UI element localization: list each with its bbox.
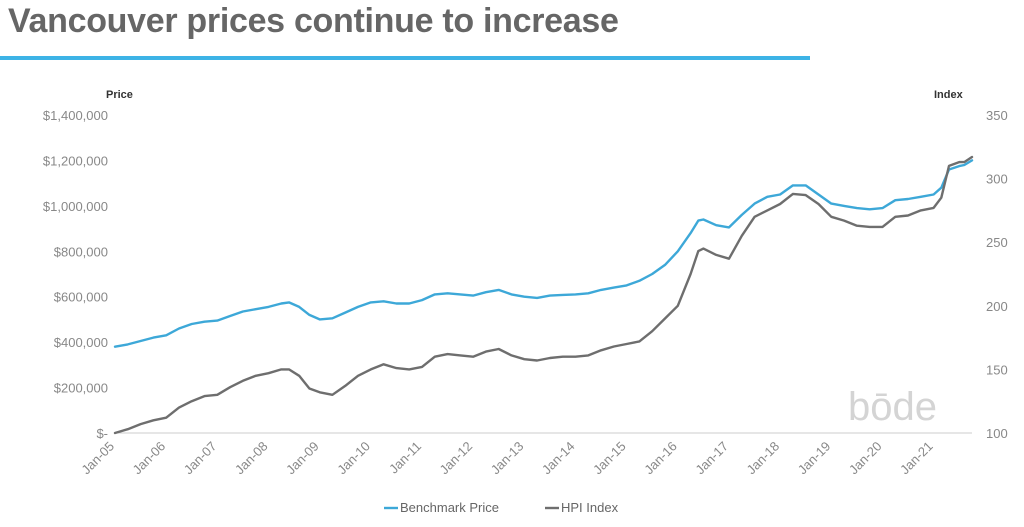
left-tick-label: $600,000: [54, 290, 108, 305]
x-tick-label: Jan-07: [181, 439, 220, 478]
right-axis-ticks: 100 150 200 250 300 350: [986, 108, 1008, 441]
left-tick-label: $1,400,000: [43, 108, 108, 123]
title-underline: [0, 56, 810, 60]
left-axis-title: Price: [106, 89, 133, 101]
x-tick-label: Jan-15: [590, 439, 629, 478]
legend-label: Benchmark Price: [400, 500, 499, 515]
series-lines: [113, 155, 974, 435]
left-tick-label: $200,000: [54, 381, 108, 396]
legend: Benchmark Price HPI Index: [384, 500, 619, 515]
left-tick-label: $800,000: [54, 244, 108, 259]
x-tick-label: Jan-06: [130, 439, 169, 478]
right-tick-label: 350: [986, 108, 1008, 123]
x-tick-label: Jan-12: [437, 439, 476, 478]
x-axis-ticks: Jan-05 Jan-06 Jan-07 Jan-08 Jan-09 Jan-10 Jan-…: [78, 439, 935, 478]
left-axis-ticks: $- $200,000 $400,000 $600,000 $800,000 $1,000…: [43, 108, 108, 441]
x-tick-label: Jan-20: [846, 439, 885, 478]
x-tick-label: Jan-11: [386, 439, 424, 477]
x-tick-label: Jan-18: [744, 439, 783, 478]
right-tick-label: 300: [986, 172, 1008, 187]
x-tick-label: Jan-21: [897, 439, 936, 478]
page-title: Vancouver prices continue to increase: [8, 2, 619, 40]
x-tick-label: Jan-17: [692, 439, 731, 478]
x-tick-label: Jan-05: [78, 439, 117, 478]
x-tick-label: Jan-14: [539, 439, 578, 478]
right-tick-label: 150: [986, 362, 1008, 377]
left-tick-label: $-: [96, 426, 108, 441]
legend-label: HPI Index: [561, 500, 619, 515]
right-tick-label: 100: [986, 426, 1008, 441]
x-tick-label: Jan-10: [334, 439, 373, 478]
right-tick-label: 250: [986, 235, 1008, 250]
left-tick-label: $1,000,000: [43, 199, 108, 214]
x-tick-label: Jan-19: [795, 439, 834, 478]
bode-watermark: bōde: [848, 385, 937, 429]
left-tick-label: $1,200,000: [43, 153, 108, 168]
x-tick-label: Jan-13: [488, 439, 527, 478]
series-line-1: [113, 155, 974, 435]
right-axis-title: Index: [934, 89, 964, 101]
x-tick-label: Jan-09: [283, 439, 322, 478]
series-line-0: [113, 159, 974, 348]
x-tick-label: Jan-08: [232, 439, 271, 478]
x-tick-label: Jan-16: [641, 439, 680, 478]
left-tick-label: $400,000: [54, 335, 108, 350]
right-tick-label: 200: [986, 299, 1008, 314]
